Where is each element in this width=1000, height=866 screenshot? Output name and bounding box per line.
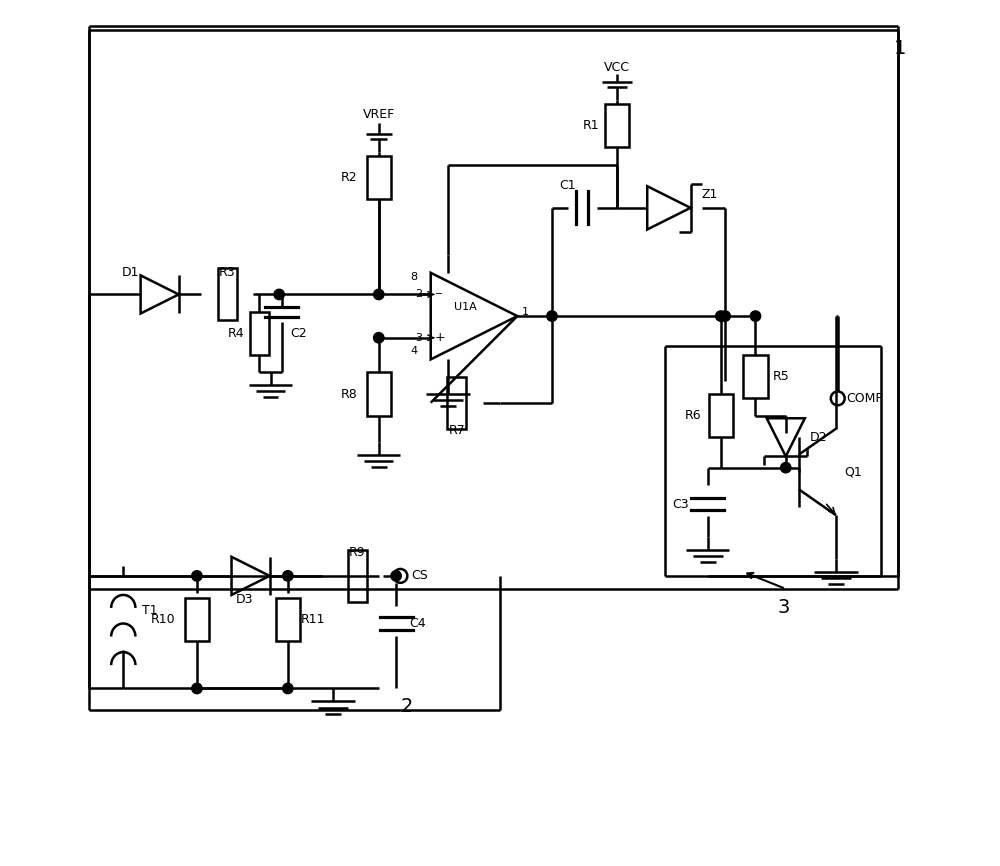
Text: R11: R11 bbox=[301, 612, 325, 626]
Text: R4: R4 bbox=[228, 326, 245, 340]
Bar bbox=[709, 394, 733, 437]
Bar bbox=[605, 104, 629, 147]
Text: Z1: Z1 bbox=[702, 188, 718, 202]
Circle shape bbox=[374, 289, 384, 300]
Text: D3: D3 bbox=[236, 593, 253, 606]
Text: R8: R8 bbox=[340, 387, 357, 401]
Text: R7: R7 bbox=[448, 424, 465, 437]
Circle shape bbox=[781, 462, 791, 473]
Circle shape bbox=[720, 311, 730, 321]
Bar bbox=[276, 598, 300, 641]
Text: 2: 2 bbox=[400, 697, 413, 716]
Text: R5: R5 bbox=[773, 370, 790, 384]
Circle shape bbox=[192, 571, 202, 581]
Text: U1A: U1A bbox=[454, 302, 477, 313]
Text: C2: C2 bbox=[290, 326, 307, 340]
Text: R2: R2 bbox=[340, 171, 357, 184]
Text: 4: 4 bbox=[411, 346, 418, 356]
Bar bbox=[185, 598, 209, 641]
Bar bbox=[218, 268, 237, 320]
Circle shape bbox=[391, 571, 401, 581]
Text: VCC: VCC bbox=[604, 61, 630, 74]
Text: VREF: VREF bbox=[363, 108, 395, 121]
Text: R3: R3 bbox=[219, 266, 236, 279]
Text: ─: ─ bbox=[435, 289, 441, 300]
Circle shape bbox=[283, 571, 293, 581]
Text: R10: R10 bbox=[151, 612, 175, 626]
Circle shape bbox=[547, 311, 557, 321]
Circle shape bbox=[283, 683, 293, 694]
Text: +: + bbox=[435, 331, 446, 345]
Text: 3: 3 bbox=[777, 598, 789, 617]
Circle shape bbox=[750, 311, 761, 321]
Circle shape bbox=[274, 289, 284, 300]
Bar bbox=[367, 372, 391, 416]
Text: C1: C1 bbox=[559, 179, 576, 192]
Text: CS: CS bbox=[411, 569, 428, 583]
Bar bbox=[447, 377, 466, 429]
Bar bbox=[348, 550, 367, 602]
Text: R9: R9 bbox=[349, 546, 365, 559]
Bar bbox=[743, 355, 768, 398]
Text: 1: 1 bbox=[522, 307, 529, 317]
Text: D1: D1 bbox=[121, 266, 139, 279]
Circle shape bbox=[716, 311, 726, 321]
Text: R1: R1 bbox=[583, 119, 600, 132]
Text: R6: R6 bbox=[685, 409, 702, 423]
Text: C4: C4 bbox=[409, 617, 426, 630]
Text: 2: 2 bbox=[415, 289, 422, 300]
Text: D2: D2 bbox=[810, 430, 828, 444]
Text: Q1: Q1 bbox=[845, 465, 862, 479]
Text: T1: T1 bbox=[142, 604, 158, 617]
Text: COMP: COMP bbox=[846, 391, 883, 405]
Bar bbox=[250, 312, 269, 355]
Text: 8: 8 bbox=[411, 272, 418, 282]
Circle shape bbox=[374, 333, 384, 343]
Text: 1: 1 bbox=[894, 39, 906, 58]
Bar bbox=[367, 156, 391, 199]
Text: 3: 3 bbox=[415, 333, 422, 343]
Circle shape bbox=[192, 683, 202, 694]
Text: C3: C3 bbox=[672, 497, 689, 511]
